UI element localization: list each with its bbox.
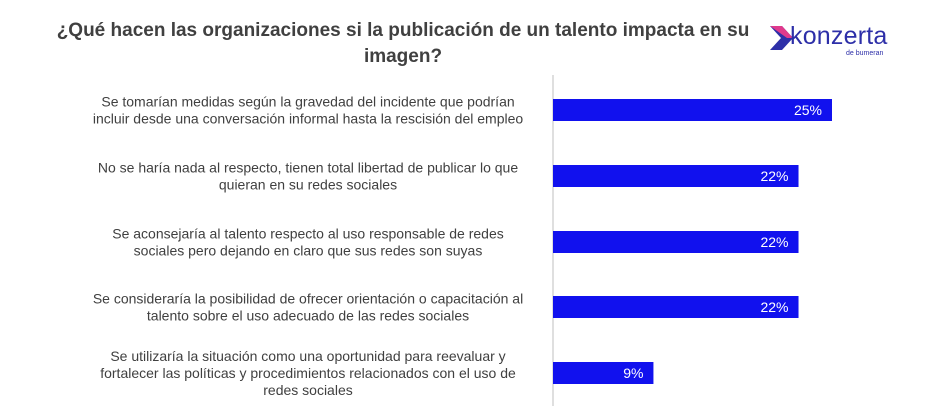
bar-value-label-1: 25% <box>794 102 822 118</box>
bar-value-label-5: 9% <box>623 365 643 381</box>
bar-2 <box>553 165 799 187</box>
category-label-4: Se consideraría la posibilidad de ofrece… <box>93 291 523 324</box>
logo-tagline: de bumeran <box>846 50 884 57</box>
bar-value-label-4: 22% <box>760 299 788 315</box>
chart-title: ¿Qué hacen las organizaciones si la publ… <box>56 20 750 67</box>
bar-5 <box>553 362 654 384</box>
logo-wordmark: konzerta <box>790 22 888 50</box>
bar-4 <box>553 296 799 318</box>
bar-3 <box>553 231 799 253</box>
category-label-2: No se haría nada al respecto, tienen tot… <box>98 160 518 193</box>
category-label-1: Se tomarían medidas según la gravedad de… <box>93 94 524 127</box>
category-label-3: Se aconsejaría al talento respecto al us… <box>112 226 503 259</box>
category-label-5: Se utilizaría la situación como una opor… <box>100 348 516 398</box>
bar-1 <box>553 99 832 121</box>
bar-value-label-2: 22% <box>760 168 788 184</box>
chevron-logo-icon <box>770 26 793 50</box>
bar-value-label-3: 22% <box>760 234 788 250</box>
